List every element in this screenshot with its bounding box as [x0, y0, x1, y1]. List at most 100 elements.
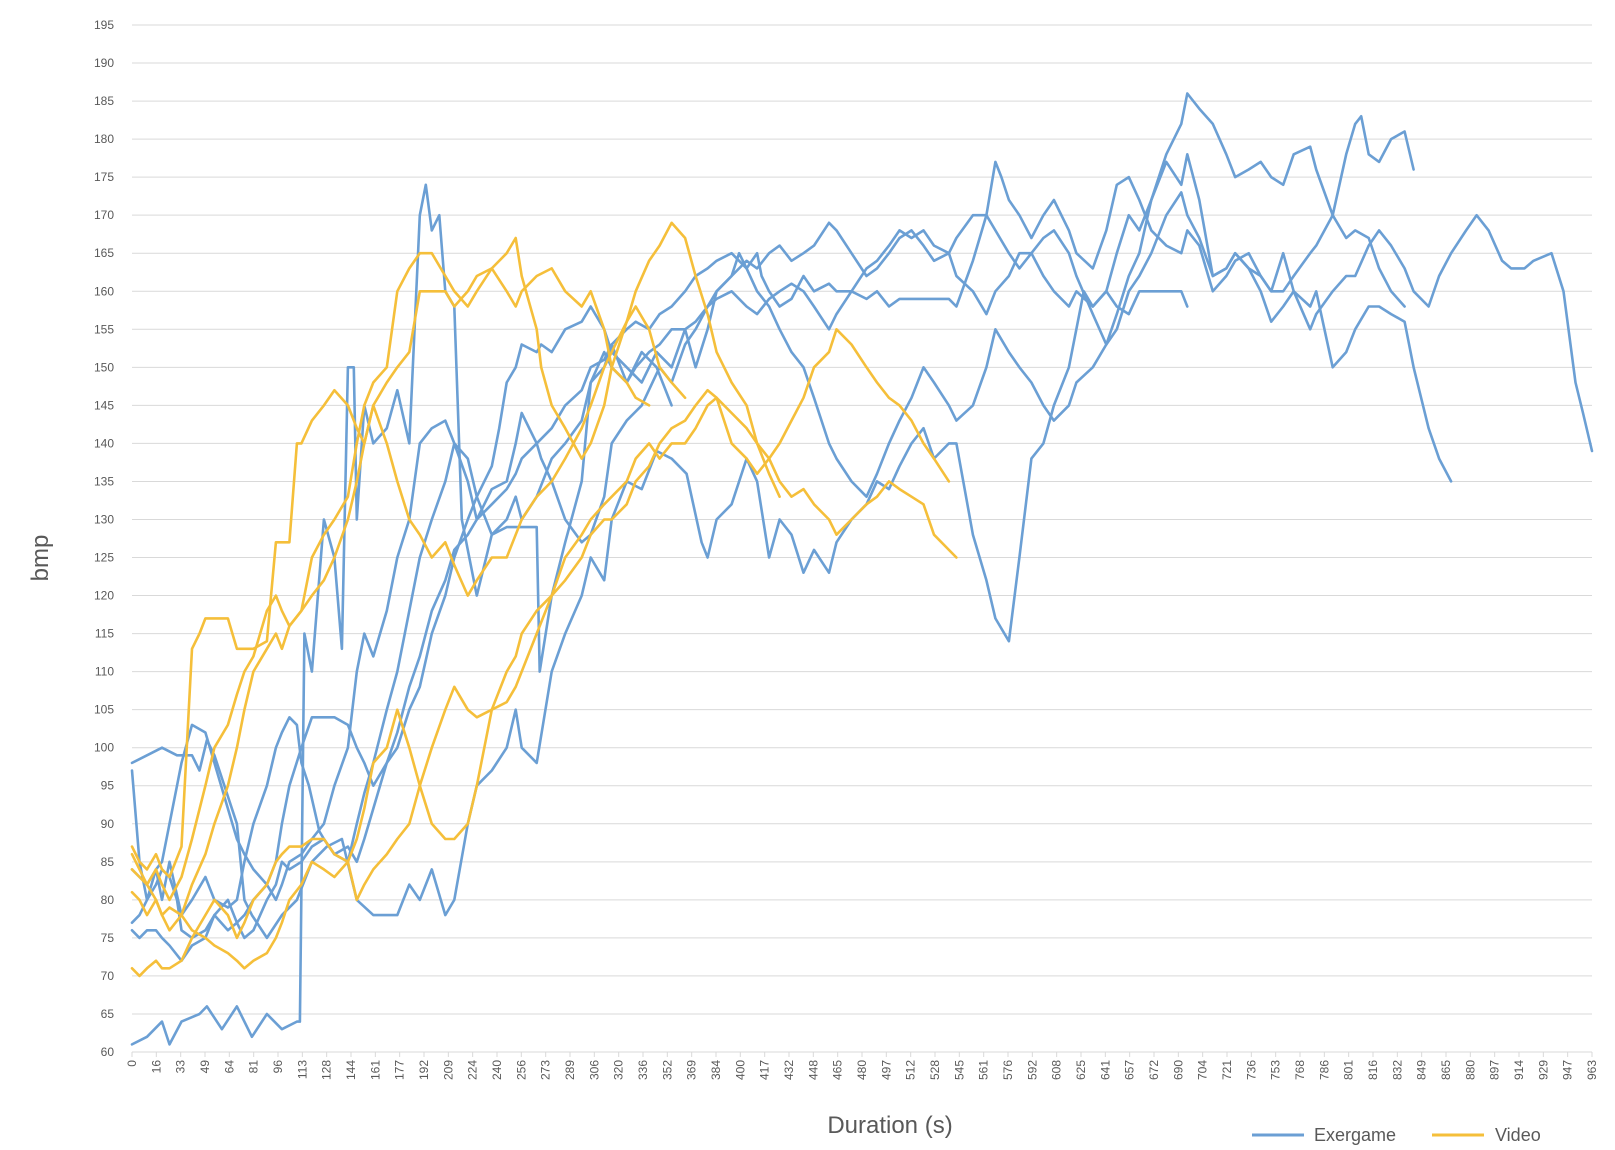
x-tick-label: 417: [758, 1060, 772, 1080]
x-tick-label: 465: [831, 1060, 845, 1080]
y-tick-label: 85: [101, 855, 115, 869]
y-tick-label: 130: [94, 512, 114, 526]
x-tick-label: 914: [1512, 1060, 1526, 1080]
series-line-video: [130, 267, 651, 932]
x-tick-label: 289: [563, 1060, 577, 1080]
x-tick-label: 369: [685, 1060, 699, 1080]
y-axis-title: bmp: [27, 535, 54, 582]
x-tick-label: 801: [1342, 1060, 1356, 1080]
y-tick-label: 190: [94, 56, 114, 70]
x-tick-label: 512: [904, 1060, 918, 1080]
x-tick-label: 192: [417, 1060, 431, 1080]
y-tick-label: 105: [94, 703, 114, 717]
x-tick-label: 273: [539, 1060, 553, 1080]
y-tick-label: 95: [101, 779, 115, 793]
x-tick-label: 0: [125, 1060, 139, 1067]
series-line-video: [130, 236, 687, 902]
x-tick-label: 832: [1390, 1060, 1404, 1080]
x-tick-label: 161: [368, 1060, 382, 1080]
x-tick-label: 400: [733, 1060, 747, 1080]
x-tick-label: 849: [1415, 1060, 1429, 1080]
x-tick-label: 736: [1244, 1060, 1258, 1080]
y-tick-label: 150: [94, 360, 114, 374]
y-tick-label: 170: [94, 208, 114, 222]
gridlines: [132, 24, 1592, 1053]
x-tick-label: 224: [466, 1060, 480, 1080]
y-tick-label: 160: [94, 284, 114, 298]
x-tick-label: 561: [977, 1060, 991, 1080]
x-tick-label: 768: [1293, 1060, 1307, 1080]
x-tick-label: 384: [709, 1060, 723, 1080]
series-line-exergame: [130, 229, 1189, 963]
y-tick-label: 180: [94, 132, 114, 146]
x-tick-label: 528: [928, 1060, 942, 1080]
x-tick-label: 49: [198, 1060, 212, 1074]
y-tick-label: 100: [94, 741, 114, 755]
x-tick-label: 657: [1123, 1060, 1137, 1080]
y-tick-label: 110: [95, 665, 114, 679]
y-tick-label: 135: [94, 474, 114, 488]
x-tick-label: 545: [952, 1060, 966, 1080]
series-line-exergame: [130, 92, 1415, 902]
y-tick-label: 125: [94, 551, 114, 565]
x-tick-label: 336: [636, 1060, 650, 1080]
series-line-exergame: [130, 183, 673, 1046]
series-line-exergame: [130, 153, 1453, 940]
x-tick-label: 786: [1317, 1060, 1331, 1080]
x-tick-label: 897: [1488, 1060, 1502, 1080]
x-tick-label: 865: [1439, 1060, 1453, 1080]
x-tick-label: 33: [174, 1060, 188, 1074]
legend: Exergame Video: [1252, 1125, 1541, 1145]
x-tick-label: 625: [1074, 1060, 1088, 1080]
x-tick-label: 753: [1269, 1060, 1283, 1080]
x-tick-label: 240: [490, 1060, 504, 1080]
x-tick-label: 497: [879, 1060, 893, 1080]
series-line-video: [130, 327, 951, 978]
x-tick-label: 690: [1171, 1060, 1185, 1080]
legend-label-video: Video: [1495, 1125, 1541, 1145]
x-tick-label: 320: [612, 1060, 626, 1080]
series-line-video: [130, 388, 781, 970]
y-tick-label: 175: [94, 170, 114, 184]
x-tick-label: 81: [247, 1060, 261, 1074]
legend-label-exergame: Exergame: [1314, 1125, 1396, 1145]
x-tick-label: 704: [1196, 1060, 1210, 1080]
x-tick-label: 352: [660, 1060, 674, 1080]
x-tick-label: 177: [393, 1060, 407, 1080]
x-tick-label: 608: [1050, 1060, 1064, 1080]
x-tick-label: 448: [806, 1060, 820, 1080]
x-tick-label: 306: [587, 1060, 601, 1080]
x-tick-label: 128: [320, 1060, 334, 1080]
x-tick-label: 880: [1463, 1060, 1477, 1080]
y-tick-label: 75: [101, 931, 115, 945]
x-tick-label: 721: [1220, 1060, 1234, 1080]
x-tick-label: 641: [1098, 1060, 1112, 1080]
series-line-exergame: [130, 160, 1406, 917]
y-tick-label: 145: [94, 398, 114, 412]
x-tick-label: 256: [514, 1060, 528, 1080]
y-tick-label: 70: [101, 969, 115, 983]
x-tick-label: 576: [1001, 1060, 1015, 1080]
x-tick-label: 963: [1585, 1060, 1599, 1080]
y-tick-label: 185: [94, 94, 114, 108]
x-tick-label: 144: [344, 1060, 358, 1080]
x-tick-label: 64: [222, 1060, 236, 1074]
y-tick-label: 90: [101, 817, 115, 831]
x-tick-label: 96: [271, 1060, 285, 1074]
series-line-exergame: [130, 191, 1594, 940]
y-tick-label: 60: [101, 1045, 115, 1059]
series-lines: [130, 92, 1594, 1046]
x-axis-title: Duration (s): [827, 1112, 952, 1139]
y-tick-label: 80: [101, 893, 115, 907]
x-tick-label: 672: [1147, 1060, 1161, 1080]
y-tick-label: 165: [94, 246, 114, 260]
x-tick-label: 113: [295, 1060, 309, 1079]
y-tick-label: 155: [94, 322, 114, 336]
x-tick-label: 432: [782, 1060, 796, 1080]
x-tick-label: 929: [1536, 1060, 1550, 1080]
y-tick-label: 120: [94, 589, 114, 603]
x-tick-label: 16: [149, 1060, 163, 1074]
y-tick-label: 195: [94, 18, 114, 32]
x-tick-label: 592: [1025, 1060, 1039, 1080]
